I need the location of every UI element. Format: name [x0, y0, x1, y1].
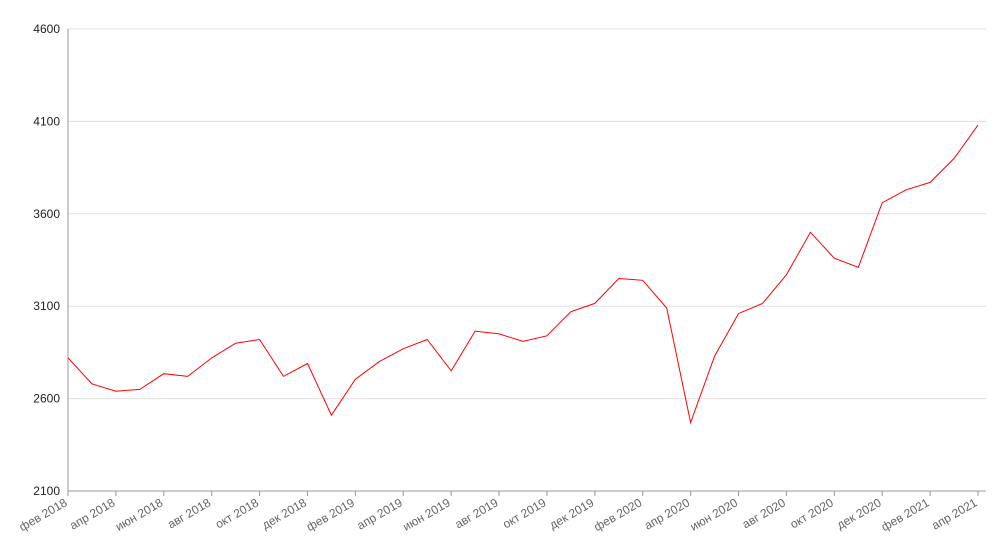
x-tick-label: июн 2019 [400, 495, 453, 533]
x-tick-label: авг 2020 [740, 495, 788, 531]
y-tick-label: 4100 [33, 114, 60, 128]
x-tick-label: авг 2019 [452, 495, 500, 531]
y-tick-label: 3100 [33, 299, 60, 313]
x-tick-label: фев 2019 [304, 495, 357, 534]
x-tick-label: фев 2021 [879, 495, 932, 534]
x-tick-label: фев 2020 [591, 495, 644, 534]
x-tick-label: дек 2020 [834, 495, 884, 532]
x-tick-label: фев 2018 [17, 495, 70, 534]
x-tick-label: окт 2019 [500, 495, 548, 531]
x-tick-label: июн 2018 [113, 495, 166, 533]
x-tick-label: апр 2019 [355, 495, 405, 532]
x-tick-label: апр 2021 [929, 495, 979, 532]
y-tick-label: 2600 [33, 392, 60, 406]
x-tick-label: июн 2020 [688, 495, 741, 533]
y-tick-label: 4600 [33, 22, 60, 36]
x-tick-label: дек 2019 [547, 495, 597, 532]
x-tick-label: апр 2018 [67, 495, 117, 532]
x-tick-label: окт 2018 [213, 495, 261, 531]
y-tick-label: 3600 [33, 207, 60, 221]
x-tick-label: окт 2020 [788, 495, 836, 531]
x-tick-label: дек 2018 [260, 495, 310, 532]
series-line [67, 124, 979, 425]
x-tick-label: авг 2018 [165, 495, 213, 531]
x-tick-label: апр 2020 [642, 495, 692, 532]
y-tick-label: 2100 [33, 484, 60, 498]
